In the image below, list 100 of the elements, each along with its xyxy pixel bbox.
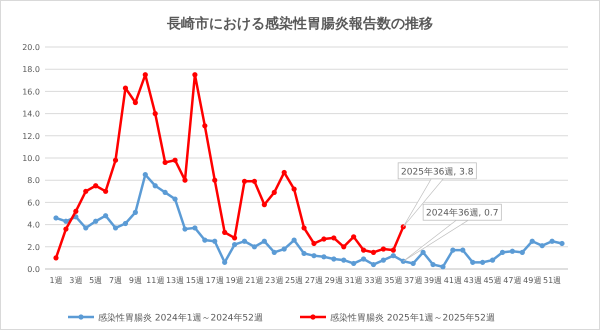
point — [510, 248, 515, 254]
point — [53, 215, 59, 221]
point — [500, 250, 506, 255]
point — [122, 85, 128, 91]
point — [132, 210, 138, 215]
x-tick-label: 41週 — [444, 276, 462, 285]
point — [380, 258, 386, 263]
point — [162, 160, 168, 166]
y-tick-label: 0.0 — [27, 265, 40, 274]
x-tick-label: 29週 — [324, 276, 343, 285]
point — [103, 188, 108, 194]
point — [192, 72, 198, 78]
x-tick-label: 19週 — [225, 276, 244, 285]
point — [390, 253, 396, 258]
x-tick-label: 9週 — [128, 276, 142, 285]
x-tick-label: 35週 — [384, 276, 402, 285]
point — [292, 238, 297, 243]
point — [112, 225, 118, 231]
point — [520, 250, 525, 255]
x-tick-label: 33週 — [364, 276, 383, 285]
point — [242, 238, 248, 244]
annotation: 2025年36週, 3.8 — [401, 166, 474, 178]
point — [460, 248, 466, 253]
point — [122, 220, 128, 226]
point — [212, 238, 218, 244]
point — [152, 111, 158, 116]
point — [272, 190, 277, 196]
x-tick-label: 5週 — [89, 276, 102, 285]
point — [370, 262, 376, 268]
point — [282, 246, 287, 252]
point — [142, 72, 148, 78]
point — [103, 213, 108, 218]
point — [559, 240, 565, 246]
x-tick-label: 1週 — [49, 276, 63, 285]
x-tick-label: 23週 — [265, 276, 284, 285]
point — [341, 258, 346, 263]
point — [202, 123, 208, 128]
x-tick-label: 51週 — [542, 276, 562, 285]
point — [480, 260, 486, 265]
point — [232, 242, 238, 248]
point — [380, 246, 386, 252]
point — [331, 235, 336, 241]
point — [360, 256, 366, 262]
chart-title: 長崎市における感染性胃腸炎報告数の推移 — [166, 15, 433, 32]
point — [351, 234, 356, 240]
point — [182, 178, 188, 183]
point — [152, 183, 158, 188]
x-tick-label: 27週 — [304, 276, 324, 285]
point — [142, 172, 148, 178]
point — [292, 186, 297, 192]
point — [182, 226, 188, 232]
point — [301, 250, 307, 256]
y-tick-label: 14.0 — [22, 110, 40, 119]
point — [83, 188, 88, 194]
point — [262, 202, 267, 208]
point — [112, 158, 118, 163]
point — [430, 262, 436, 268]
x-tick-label: 39週 — [424, 276, 442, 285]
point — [232, 235, 238, 241]
point — [93, 183, 98, 188]
point — [162, 190, 168, 196]
x-tick-label: 7週 — [108, 276, 122, 285]
point — [83, 225, 88, 231]
point — [470, 260, 476, 265]
point — [540, 243, 545, 248]
point — [341, 244, 346, 250]
x-tick-label: 15週 — [186, 276, 204, 285]
point — [370, 250, 376, 255]
point — [450, 248, 456, 253]
y-tick-label: 4.0 — [27, 220, 40, 230]
point — [252, 244, 258, 250]
legend-label: 感染性胃腸炎 2024年1週～2024年52週 — [98, 312, 263, 324]
x-tick-label: 47週 — [503, 276, 522, 285]
point — [252, 178, 258, 184]
point — [331, 256, 336, 262]
point — [400, 258, 406, 264]
y-tick-label: 10.0 — [22, 154, 40, 163]
point — [301, 225, 307, 231]
x-tick-label: 17週 — [206, 276, 224, 285]
y-tick-label: 2.0 — [27, 242, 40, 252]
point — [93, 218, 98, 224]
point — [490, 258, 496, 263]
point — [311, 240, 317, 246]
point — [63, 218, 69, 224]
point — [410, 260, 416, 266]
point — [420, 250, 426, 255]
point — [351, 260, 356, 266]
x-tick-label: 3週 — [69, 276, 82, 285]
point — [440, 264, 446, 270]
x-tick-label: 13週 — [166, 276, 184, 285]
y-tick-label: 20.0 — [22, 43, 40, 52]
y-tick-label: 18.0 — [22, 65, 40, 74]
x-tick-label: 11週 — [146, 276, 164, 285]
x-tick-label: 25週 — [285, 276, 304, 285]
point — [172, 196, 178, 202]
point — [321, 236, 326, 242]
y-tick-label: 12.0 — [22, 132, 40, 141]
x-tick-label: 49週 — [523, 276, 542, 285]
point — [242, 178, 248, 184]
point — [262, 238, 267, 244]
